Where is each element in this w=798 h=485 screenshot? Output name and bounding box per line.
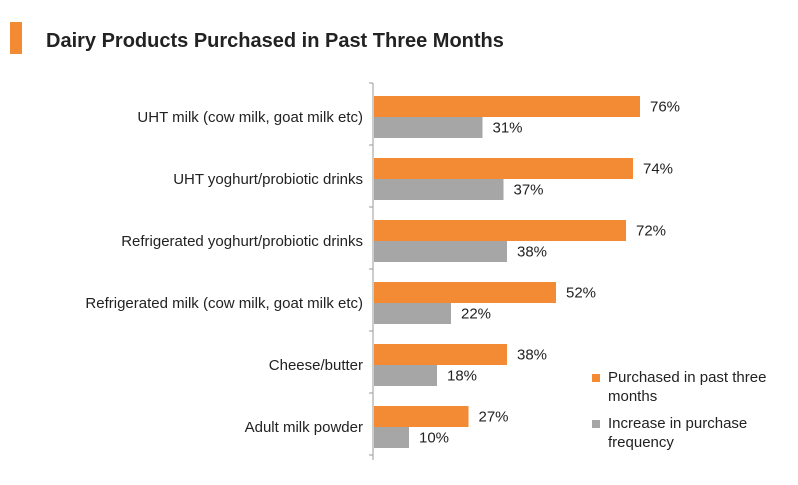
data-label-increase: 18% bbox=[447, 368, 477, 385]
legend-swatch-purchased bbox=[592, 374, 600, 382]
category-label: Adult milk powder bbox=[245, 419, 363, 436]
title-accent-bar bbox=[10, 22, 22, 54]
data-label-purchased: 74% bbox=[643, 161, 673, 178]
data-label-increase: 22% bbox=[461, 306, 491, 323]
data-label-increase: 37% bbox=[514, 182, 544, 199]
data-label-purchased: 76% bbox=[650, 99, 680, 116]
bar-increase bbox=[374, 117, 483, 138]
bar-increase bbox=[374, 427, 409, 448]
legend: Purchased in past three months Increase … bbox=[592, 368, 792, 460]
data-label-increase: 38% bbox=[517, 244, 547, 261]
data-label-purchased: 27% bbox=[479, 409, 509, 426]
data-label-purchased: 38% bbox=[517, 347, 547, 364]
bar-purchased bbox=[374, 282, 556, 303]
legend-label-purchased: Purchased in past three months bbox=[608, 369, 767, 405]
legend-label-increase: Increase in purchase frequency bbox=[608, 415, 748, 451]
chart-title: Dairy Products Purchased in Past Three M… bbox=[46, 30, 504, 52]
data-label-increase: 10% bbox=[419, 430, 449, 447]
bar-purchased bbox=[374, 96, 640, 117]
category-label: UHT milk (cow milk, goat milk etc) bbox=[137, 109, 363, 126]
legend-item-increase: Increase in purchase frequency bbox=[592, 414, 792, 452]
bar-increase bbox=[374, 303, 451, 324]
bar-purchased bbox=[374, 220, 626, 241]
category-label: Refrigerated milk (cow milk, goat milk e… bbox=[85, 295, 363, 312]
data-label-purchased: 72% bbox=[636, 223, 666, 240]
bar-purchased bbox=[374, 406, 469, 427]
bar-purchased bbox=[374, 158, 633, 179]
category-label: UHT yoghurt/probiotic drinks bbox=[173, 171, 363, 188]
data-label-increase: 31% bbox=[493, 120, 523, 137]
bar-increase bbox=[374, 241, 507, 262]
legend-item-purchased: Purchased in past three months bbox=[592, 368, 792, 406]
data-label-purchased: 52% bbox=[566, 285, 596, 302]
legend-swatch-increase bbox=[592, 420, 600, 428]
bar-purchased bbox=[374, 344, 507, 365]
bar-increase bbox=[374, 365, 437, 386]
category-label: Cheese/butter bbox=[269, 357, 363, 374]
bar-increase bbox=[374, 179, 504, 200]
category-label: Refrigerated yoghurt/probiotic drinks bbox=[121, 233, 363, 250]
